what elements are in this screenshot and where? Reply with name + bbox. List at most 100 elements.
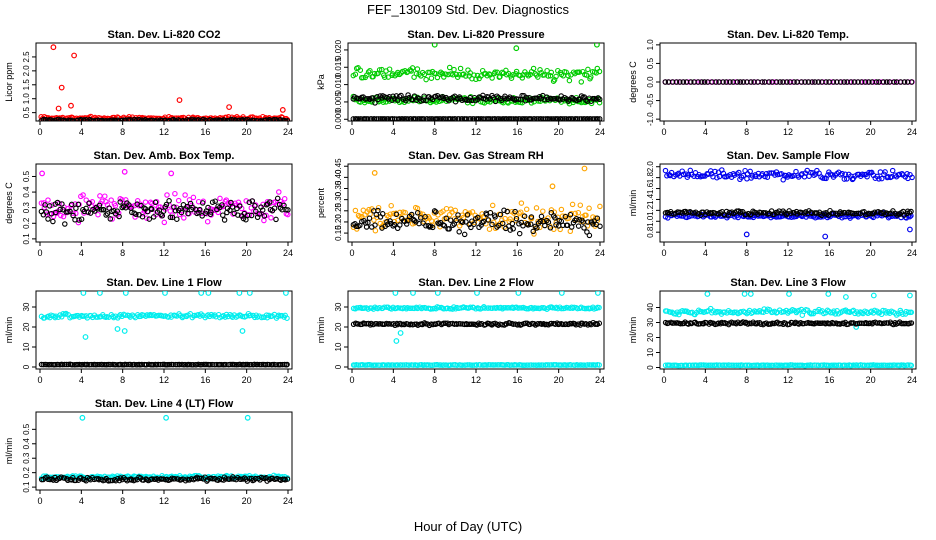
data-point: [127, 361, 134, 368]
data-point: [124, 361, 130, 368]
x-tick-label: 4: [391, 127, 396, 137]
data-point: [169, 214, 176, 221]
data-point: [471, 362, 478, 368]
data-point: [567, 211, 574, 218]
data-point: [575, 362, 581, 368]
data-point: [469, 100, 476, 107]
y-tick-label: 10: [22, 342, 31, 351]
data-point: [62, 221, 68, 227]
data-point: [501, 207, 507, 214]
data-point: [381, 362, 388, 368]
data-point: [492, 98, 499, 105]
data-point: [680, 79, 687, 85]
data-point: [705, 171, 711, 178]
data-point: [576, 69, 583, 75]
data-point: [246, 199, 253, 206]
data-point: [812, 79, 818, 85]
data-point: [72, 477, 79, 484]
data-point: [530, 228, 536, 235]
data-point: [426, 116, 433, 121]
data-point: [386, 94, 393, 100]
data-point: [548, 96, 554, 102]
data-point: [122, 117, 128, 121]
data-point: [555, 116, 561, 121]
data-point: [243, 198, 249, 204]
data-point: [713, 79, 719, 85]
data-point: [367, 67, 373, 74]
data-point: [408, 305, 414, 312]
data-point: [527, 221, 534, 227]
x-tick-label: 8: [744, 127, 749, 137]
chart-panel: Stan. Dev. Li-820 Temp. degrees C 0 4 8 12 16 2…: [628, 29, 917, 137]
chart-panel: Stan. Dev. Li-820 Pressure kPa 0 4 8 12 16 20 24…: [316, 29, 605, 137]
data-point: [881, 320, 888, 326]
data-point: [364, 95, 370, 102]
data-point: [451, 66, 457, 73]
data-point: [45, 197, 51, 203]
data-point: [271, 116, 277, 121]
data-point: [78, 216, 85, 222]
data-point: [148, 205, 154, 212]
data-point: [524, 71, 530, 78]
data-point: [469, 321, 475, 327]
data-point: [38, 361, 45, 368]
data-point: [132, 477, 138, 483]
data-point: [226, 104, 233, 110]
figure-title: FEF_130109 Std. Dev. Diagnostics: [367, 2, 570, 17]
data-point: [103, 117, 109, 121]
data-point: [597, 223, 603, 230]
data-point: [160, 208, 167, 214]
data-point: [537, 218, 543, 225]
points-layer: [38, 291, 290, 368]
data-point: [271, 205, 278, 211]
data-point: [391, 221, 398, 228]
data-point: [744, 176, 750, 182]
data-point: [747, 291, 754, 297]
data-point: [283, 291, 289, 296]
data-point: [131, 361, 137, 368]
data-point: [276, 189, 282, 195]
data-point: [205, 291, 212, 296]
data-point: [45, 476, 51, 483]
data-point: [450, 72, 456, 78]
y-tick-label: 0.000: [334, 109, 343, 130]
data-point: [151, 206, 158, 212]
data-point: [900, 311, 906, 317]
data-point: [94, 314, 101, 320]
data-point: [41, 315, 48, 321]
data-point: [789, 362, 796, 368]
data-point: [901, 362, 908, 369]
data-point: [504, 208, 510, 215]
data-point: [379, 211, 386, 217]
y-tick-label: 20: [646, 333, 655, 342]
y-tick-label: 1.4: [646, 193, 655, 205]
data-point: [474, 291, 480, 296]
x-tick-label: 24: [907, 248, 917, 258]
data-point: [842, 171, 849, 178]
data-point: [585, 219, 591, 225]
x-tick-label: 12: [783, 375, 793, 385]
data-point: [422, 213, 428, 220]
y-tick-label: 1.0: [22, 93, 31, 105]
data-point: [274, 201, 281, 208]
x-tick-label: 0: [661, 248, 666, 258]
data-point: [374, 214, 380, 221]
data-point: [217, 195, 223, 202]
data-point: [54, 361, 61, 368]
data-point: [103, 212, 109, 218]
data-point: [487, 209, 494, 216]
data-point: [590, 221, 596, 227]
panel-title: Stan. Dev. Li-820 Pressure: [407, 29, 544, 41]
data-point: [165, 361, 171, 368]
data-point: [122, 291, 129, 296]
x-tick-label: 4: [79, 496, 84, 506]
data-point: [227, 207, 233, 214]
data-point: [394, 362, 401, 368]
data-point: [565, 362, 571, 368]
data-point: [457, 65, 464, 72]
data-point: [43, 361, 50, 368]
data-point: [791, 79, 797, 85]
data-point: [197, 206, 203, 213]
data-point: [489, 221, 495, 228]
plot-frame: [347, 290, 605, 370]
